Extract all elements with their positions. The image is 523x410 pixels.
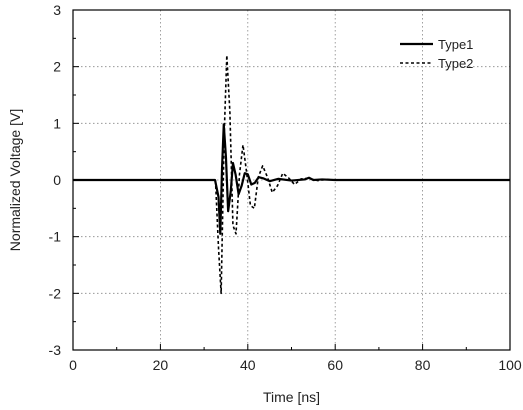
y-tick-label: -2 xyxy=(49,285,62,301)
x-tick-label: 0 xyxy=(69,357,77,373)
x-axis-title: Time [ns] xyxy=(263,389,320,405)
series-layer xyxy=(73,54,510,295)
x-tick-label: 20 xyxy=(153,357,169,373)
y-tick-label: -3 xyxy=(49,342,62,358)
series-line-type1 xyxy=(73,123,510,235)
legend-label-type2: Type2 xyxy=(438,56,473,71)
x-tick-label: 60 xyxy=(327,357,343,373)
legend-label-type1: Type1 xyxy=(438,37,473,52)
y-tick-label: 3 xyxy=(53,2,61,18)
y-axis-title: Normalized Voltage [V] xyxy=(7,109,23,251)
tick-labels: 0 20 40 60 80 100 -3 -2 -1 0 1 2 3 xyxy=(49,2,522,373)
y-tick-label: 2 xyxy=(53,59,61,75)
legend: Type1 Type2 xyxy=(400,37,473,71)
y-tick-label: 1 xyxy=(53,115,61,131)
x-tick-label: 80 xyxy=(415,357,431,373)
y-tick-label: -1 xyxy=(49,229,62,245)
x-tick-label: 100 xyxy=(498,357,522,373)
x-tick-label: 40 xyxy=(240,357,256,373)
series-line-type2 xyxy=(73,54,510,295)
ticks xyxy=(72,9,511,351)
y-tick-label: 0 xyxy=(53,172,61,188)
